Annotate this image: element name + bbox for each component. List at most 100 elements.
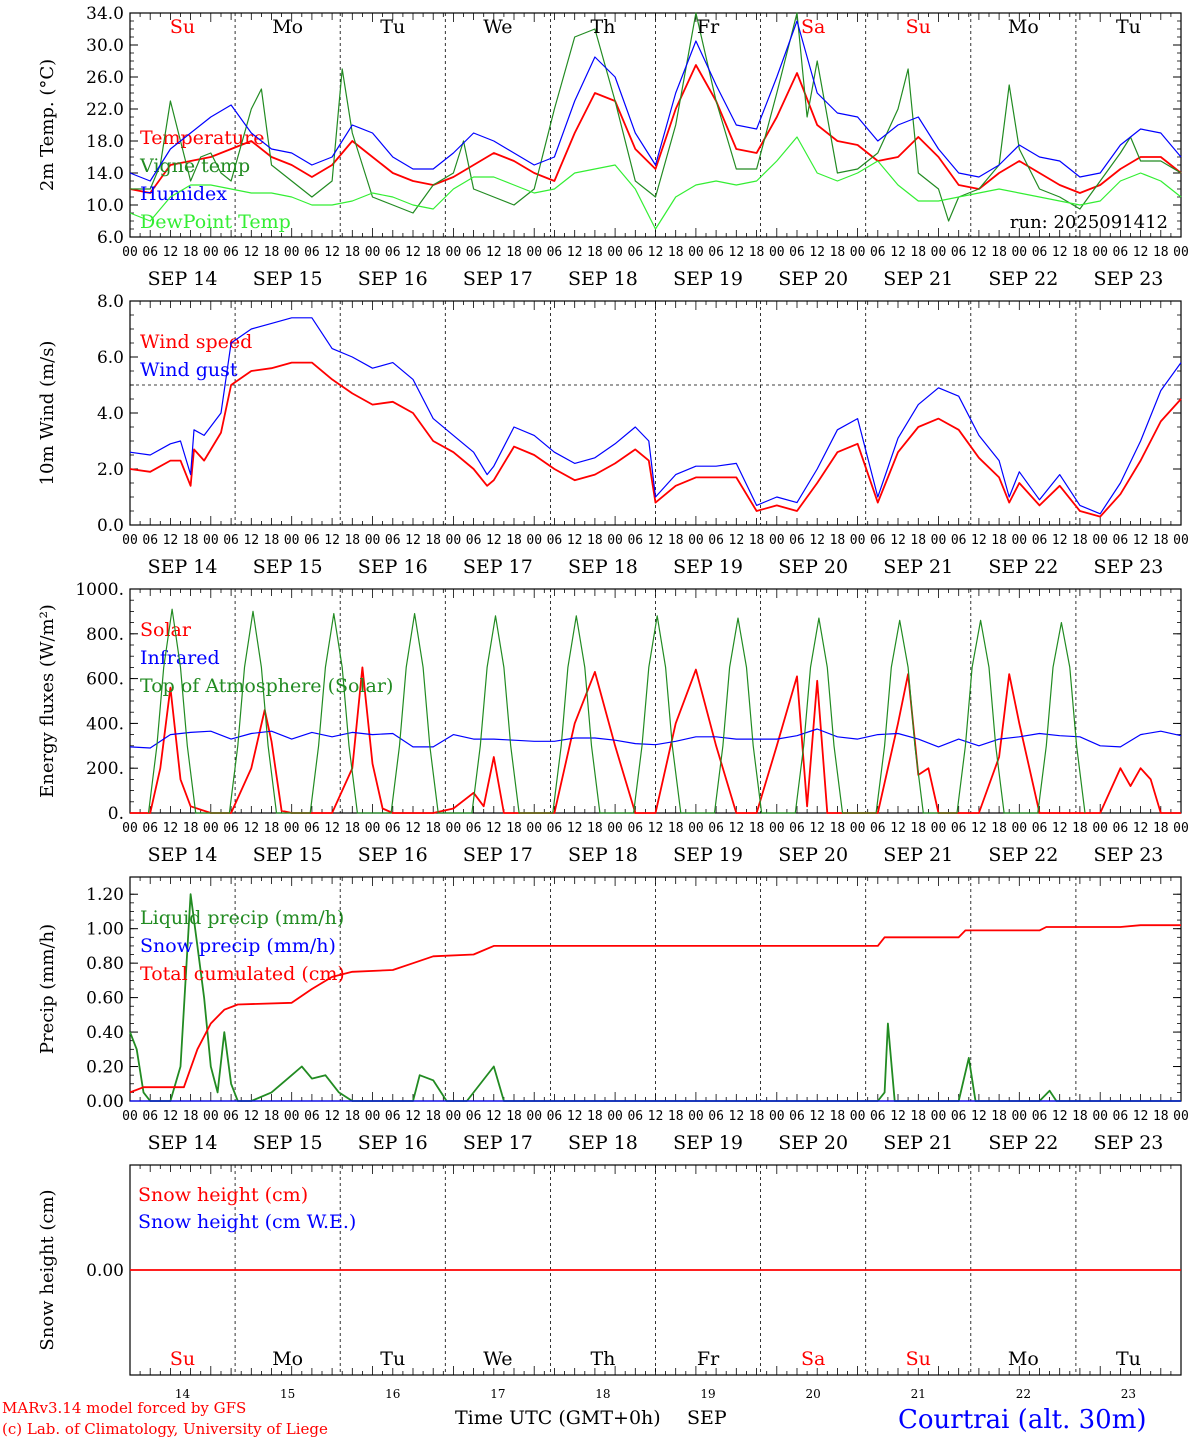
hour-label: 18 — [830, 821, 846, 836]
date-label: SEP 17 — [463, 1132, 533, 1154]
hour-label: 06 — [789, 533, 805, 548]
ytick-label: 1000. — [75, 580, 124, 600]
hour-label: 00 — [607, 245, 623, 260]
hour-label: 18 — [425, 1109, 441, 1124]
hour-label: 06 — [385, 821, 401, 836]
hour-label: 18 — [506, 245, 522, 260]
series-line-2 — [129, 728, 1182, 749]
weekday-label: Su — [170, 16, 195, 38]
date-label: SEP 20 — [778, 1132, 848, 1154]
hour-label: 00 — [1173, 1109, 1189, 1124]
ytick-label: 8.0 — [97, 292, 124, 312]
day-number: 15 — [280, 1387, 295, 1401]
hour-label: 12 — [243, 821, 259, 836]
hour-label: 06 — [951, 1109, 967, 1124]
hour-label: 12 — [648, 533, 664, 548]
weekday-label: Tu — [1116, 1348, 1141, 1370]
weekday-label: Mo — [1008, 1348, 1039, 1370]
date-label: SEP 22 — [988, 268, 1058, 290]
hour-label: 12 — [648, 821, 664, 836]
hour-label: 18 — [910, 245, 926, 260]
hour-label: 00 — [526, 821, 542, 836]
hour-label: 18 — [668, 821, 684, 836]
weekday-label: Tu — [380, 1348, 405, 1370]
hour-label: 06 — [304, 1109, 320, 1124]
weekday-label: Tu — [1116, 16, 1141, 38]
date-label: SEP 21 — [883, 556, 953, 578]
legend-entry: Humidex — [140, 183, 227, 205]
hour-label: 18 — [587, 533, 603, 548]
hour-label: 12 — [648, 1109, 664, 1124]
ytick-label: 1.00 — [86, 920, 124, 940]
weekday-label: Su — [906, 16, 931, 38]
hour-label: 00 — [1092, 533, 1108, 548]
day-number: 22 — [1016, 1387, 1031, 1401]
model-credit: MARv3.14 model forced by GFS — [2, 1399, 246, 1417]
hour-label: 18 — [910, 1109, 926, 1124]
plot-frame — [129, 12, 1182, 238]
plot-frame — [129, 300, 1182, 526]
hour-label: 12 — [163, 245, 179, 260]
hour-label: 18 — [506, 821, 522, 836]
date-label: SEP 18 — [568, 268, 638, 290]
date-label: SEP 18 — [568, 844, 638, 866]
panel-3: 0. 200. 400. 600. 800. 1000. Energy fluxes (W/… — [37, 580, 1189, 866]
hour-label: 06 — [789, 245, 805, 260]
date-label: SEP 14 — [148, 1132, 218, 1154]
hour-label: 12 — [567, 533, 583, 548]
date-label: SEP 23 — [1094, 1132, 1164, 1154]
date-label: SEP 16 — [358, 844, 428, 866]
day-number: 20 — [806, 1387, 821, 1401]
hour-label: 00 — [1173, 245, 1189, 260]
hour-label: 18 — [587, 821, 603, 836]
hour-label: 00 — [1173, 533, 1189, 548]
series-line-3 — [129, 20, 1182, 182]
hour-label: 12 — [324, 533, 340, 548]
y-axis-label: Snow height (cm) — [37, 1189, 58, 1350]
hour-label: 06 — [870, 821, 886, 836]
hour-label: 06 — [870, 245, 886, 260]
hour-label: 18 — [425, 245, 441, 260]
hour-label: 12 — [163, 1109, 179, 1124]
date-label: SEP 19 — [673, 556, 743, 578]
hour-label: 18 — [183, 821, 199, 836]
hour-label: 06 — [142, 821, 158, 836]
hour-label: 12 — [243, 1109, 259, 1124]
series-line-4 — [129, 136, 1182, 230]
time-ticks — [129, 1165, 1182, 1375]
hour-labels: 00 06 12 18 00 06 12 18 00 06 12 18 00 06 12 18 00 06 12 18… — [122, 821, 1189, 836]
ytick-label: 6.0 — [97, 348, 124, 368]
ytick-label: 0.40 — [86, 1023, 124, 1043]
hour-label: 00 — [1092, 245, 1108, 260]
weekday-label: Th — [590, 1348, 615, 1370]
date-label: SEP 21 — [883, 844, 953, 866]
legend-entry: Snow height (cm) — [138, 1184, 308, 1206]
hour-label: 18 — [668, 245, 684, 260]
hour-label: 12 — [567, 821, 583, 836]
date-label: SEP 23 — [1094, 556, 1164, 578]
date-label: SEP 20 — [778, 844, 848, 866]
weekday-label: Sa — [801, 1348, 825, 1370]
hour-label: 06 — [142, 1109, 158, 1124]
hour-label: 18 — [991, 821, 1007, 836]
y-axis-label: 2m Temp. (°C) — [37, 59, 58, 191]
hour-label: 18 — [587, 245, 603, 260]
hour-label: 00 — [284, 533, 300, 548]
panel-5: 0.00 Snow height (cm) Snow height (cm) Snow… — [37, 1164, 1182, 1401]
run-annotation: run: 2025091412 — [1010, 212, 1168, 233]
hour-label: 06 — [466, 1109, 482, 1124]
hour-label: 12 — [1052, 821, 1068, 836]
date-label: SEP 14 — [148, 556, 218, 578]
ytick-label: 0. — [108, 804, 124, 824]
hour-label: 06 — [223, 821, 239, 836]
hour-label: 00 — [688, 821, 704, 836]
station-name: Courtrai (alt. 30m) — [898, 1405, 1147, 1435]
hour-label: 06 — [1032, 821, 1048, 836]
hour-label: 18 — [264, 245, 280, 260]
hour-label: 00 — [850, 821, 866, 836]
hour-label: 18 — [749, 245, 765, 260]
hour-label: 12 — [324, 245, 340, 260]
date-label: SEP 15 — [253, 844, 323, 866]
hour-label: 12 — [971, 1109, 987, 1124]
date-label: SEP 21 — [883, 268, 953, 290]
